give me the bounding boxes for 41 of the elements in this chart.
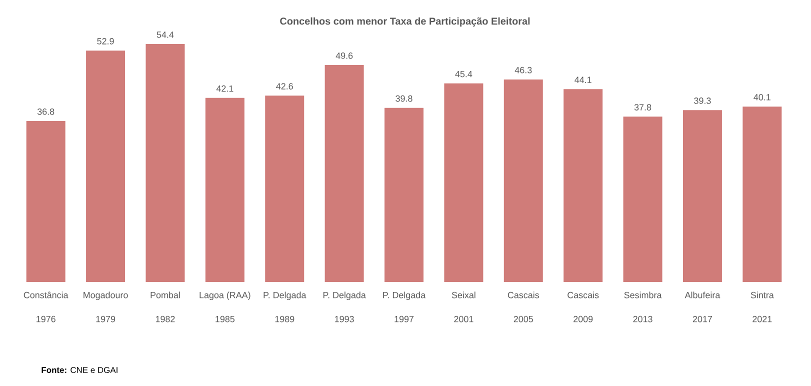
category-label: Mogadouro 1979	[84, 292, 128, 322]
bar	[146, 44, 185, 282]
bar	[86, 50, 126, 282]
data-label: 36.8	[37, 108, 54, 115]
data-label: 44.1	[574, 76, 592, 83]
bar	[742, 106, 782, 282]
category-label: Cascais 2005	[508, 292, 540, 322]
bar	[384, 108, 424, 282]
category-label: Sintra 2021	[750, 292, 774, 322]
data-label: 42.6	[276, 83, 293, 90]
chart-title: Concelhos com menor Taxa de Participação Eleitoral	[280, 17, 530, 27]
category-label: P. Delgada 1997	[383, 292, 426, 322]
data-label: 39.3	[694, 98, 711, 104]
data-label: 54.4	[156, 32, 174, 38]
category-label: Lagoa (RAA) 1985	[200, 292, 250, 322]
data-label: 37.8	[634, 104, 652, 110]
bar	[324, 65, 364, 282]
category-label: Constância 1976	[24, 292, 68, 322]
data-label: 49.6	[336, 52, 353, 59]
category-label: Sesimbra 2013	[624, 292, 662, 322]
bar	[504, 79, 543, 282]
bar	[623, 116, 662, 282]
category-label: P. Delgada 1989	[264, 292, 306, 322]
bar	[444, 83, 484, 282]
bar	[564, 89, 603, 282]
data-label: 42.1	[216, 85, 234, 92]
category-label: P. Delgada 1993	[323, 292, 366, 322]
data-label: 46.3	[514, 66, 532, 74]
category-label: Albufeira 2017	[684, 292, 720, 322]
data-label: 45.4	[455, 70, 472, 78]
category-label: Seixal 2001	[452, 292, 476, 322]
bar	[26, 121, 66, 282]
category-label: Cascais 2009	[568, 292, 599, 322]
bar	[205, 98, 244, 282]
bar	[265, 96, 304, 282]
data-label: 39.8	[396, 95, 412, 102]
text: Fonte: CNE e DGAI	[42, 367, 118, 373]
data-label: 52.9	[97, 38, 114, 44]
category-label: Pombal 1982	[150, 292, 180, 322]
bar	[682, 110, 722, 282]
data-label: 40.1	[754, 94, 770, 100]
